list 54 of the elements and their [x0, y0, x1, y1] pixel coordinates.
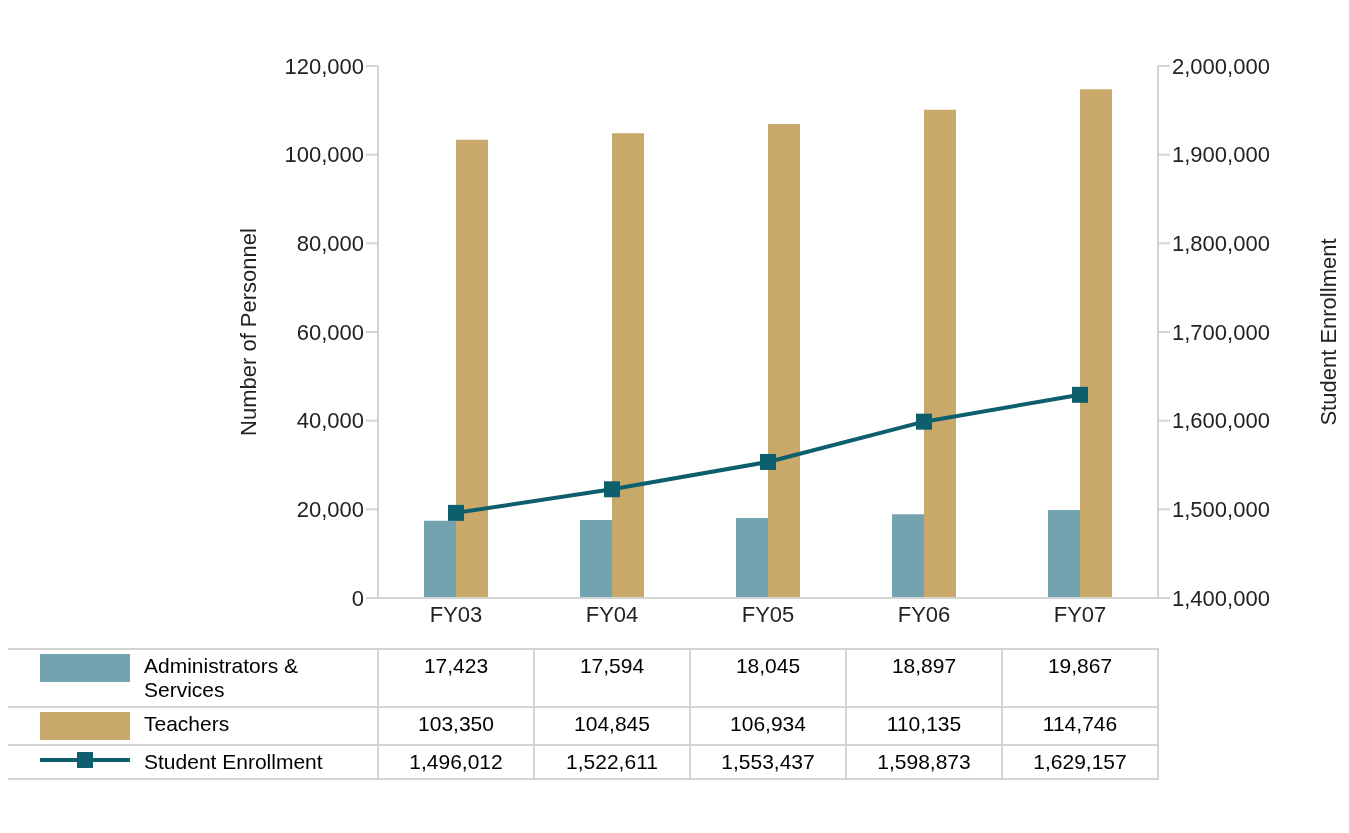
data-label: 1,598,873	[846, 745, 1002, 779]
data-label: 110,135	[846, 707, 1002, 745]
data-label: 17,423	[378, 649, 534, 707]
point	[604, 481, 620, 498]
y2-tick-label: 1,900,000	[1172, 142, 1270, 168]
y2-tick-label: 1,800,000	[1172, 231, 1270, 257]
bar	[424, 520, 456, 598]
data-label: 19,867	[1002, 649, 1158, 707]
data-label: 1,629,157	[1002, 745, 1158, 779]
x-tick-label: FY05	[741, 601, 795, 627]
data-label: 1,553,437	[690, 745, 846, 779]
bar	[456, 139, 488, 598]
data-label: 1,496,012	[378, 745, 534, 779]
legend-label: Administrators & Services	[144, 654, 300, 702]
data-label: 18,897	[846, 649, 1002, 707]
point	[916, 413, 932, 430]
x-tick-label: FY03	[429, 601, 483, 627]
point	[1072, 386, 1088, 403]
data-label: 17,594	[534, 649, 690, 707]
x-tick-label: FY04	[585, 601, 639, 627]
x-tick-label: FY07	[1053, 601, 1107, 627]
y2-tick-label: 2,000,000	[1172, 53, 1270, 79]
y-tick-label: 100,000	[284, 142, 364, 168]
data-label: 106,934	[690, 707, 846, 745]
y2-tick-label: 1,500,000	[1172, 497, 1270, 523]
bar	[736, 518, 768, 598]
data-label: 103,350	[378, 707, 534, 745]
point	[760, 453, 776, 470]
y2-tick-label: 1,700,000	[1172, 319, 1270, 345]
data-label: 18,045	[690, 649, 846, 707]
data-label: 114,746	[1002, 707, 1158, 745]
legend-label: Student Enrollment	[144, 750, 324, 774]
y-tick-label: 60,000	[296, 319, 364, 345]
y-tick-label: 40,000	[296, 408, 364, 434]
bar	[924, 109, 956, 598]
y2-axis-title: Student Enrollment	[1315, 238, 1341, 426]
y-tick-label: 80,000	[296, 231, 364, 257]
bar	[892, 514, 924, 598]
bar	[612, 133, 644, 598]
y-tick-label: 120,000	[284, 53, 364, 79]
y-tick-label: 20,000	[296, 497, 364, 523]
y2-tick-label: 1,600,000	[1172, 408, 1270, 434]
data-label: 104,845	[534, 707, 690, 745]
x-tick-label: FY06	[897, 601, 951, 627]
y-axis-title: Number of Personnel	[235, 228, 261, 436]
bar	[1048, 509, 1080, 598]
bar	[1080, 89, 1112, 598]
y2-tick-label: 1,400,000	[1172, 585, 1270, 611]
y-tick-label: 0	[351, 585, 364, 611]
legend-label: Teachers	[144, 712, 231, 736]
data-label: 1,522,611	[534, 745, 690, 779]
bar	[580, 520, 612, 598]
bar	[768, 123, 800, 598]
point	[448, 504, 464, 521]
